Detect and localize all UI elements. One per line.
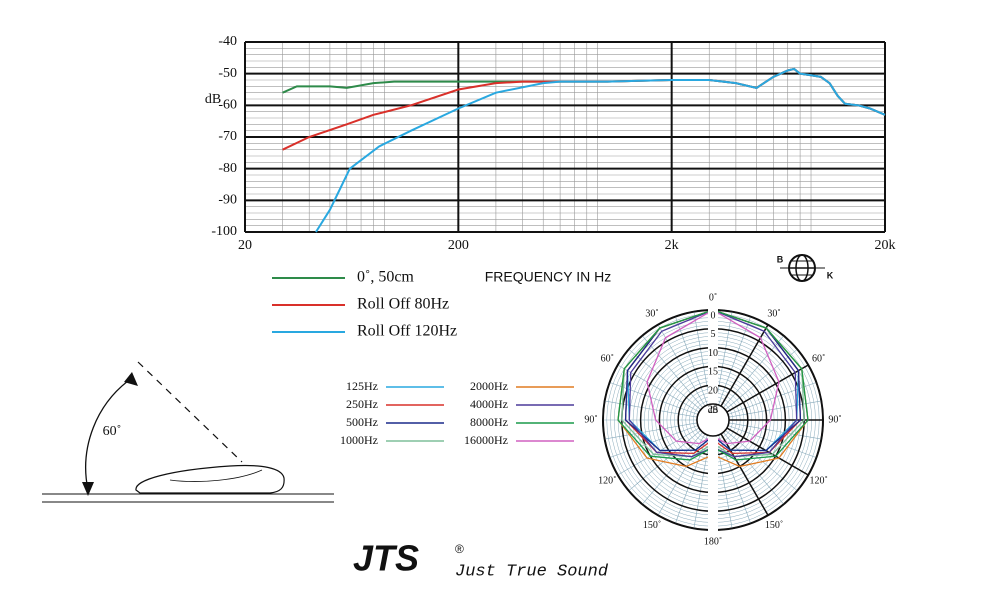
y-tick-label: -60 xyxy=(218,98,237,113)
r-tick-label: 10 xyxy=(708,348,718,359)
radial-line xyxy=(642,432,703,505)
r-tick-label: 25 xyxy=(708,404,718,415)
slogan: Just True Sound xyxy=(455,562,609,581)
radial-line xyxy=(604,422,698,440)
angle-tick-label: 60˚ xyxy=(812,353,825,364)
r-tick-label: 20 xyxy=(708,385,718,396)
x-tick-label: 20 xyxy=(238,238,252,253)
legend-label: 16000Hz xyxy=(464,433,508,447)
radial-line xyxy=(642,335,703,408)
r-tick-label: 0 xyxy=(711,310,716,321)
angle-tick-label: 180˚ xyxy=(704,536,722,547)
x-axis-label: FREQUENCY IN Hz xyxy=(485,269,612,285)
bk-letter: B xyxy=(777,254,784,264)
radial-line xyxy=(725,430,798,491)
x-tick-label: 20k xyxy=(875,238,896,253)
angle-tick-label: 120˚ xyxy=(598,475,616,486)
radial-line xyxy=(675,316,708,406)
radial-line xyxy=(718,316,751,406)
radial-line xyxy=(728,422,822,440)
legend-label: 4000Hz xyxy=(470,397,508,411)
mount-diagram xyxy=(42,361,334,503)
angle-tick-label: 120˚ xyxy=(809,475,827,486)
y-tick-label: -90 xyxy=(218,193,237,208)
bk-letter: K xyxy=(827,270,834,280)
bk-logo: B K xyxy=(777,254,834,282)
legend-label: 125Hz xyxy=(346,379,378,393)
registered-mark: ® xyxy=(455,542,464,556)
angle-tick-label: 150˚ xyxy=(643,520,661,531)
logo: JTS xyxy=(353,538,419,579)
radial-line xyxy=(609,382,699,415)
r-tick-label: 5 xyxy=(711,329,716,340)
angle-tick-label: 90˚ xyxy=(584,414,597,425)
y-axis-label: dB xyxy=(205,92,221,107)
legend-label: Roll Off 80Hz xyxy=(357,296,449,313)
radial-line xyxy=(657,433,706,516)
angle-tick-label: 90˚ xyxy=(828,414,841,425)
y-tick-label: -100 xyxy=(211,224,237,239)
radial-line xyxy=(727,382,817,415)
radial-line xyxy=(628,430,701,491)
polar-plot: 125Hz 250Hz 500Hz 1000Hz 2000Hz 4000Hz 8000Hz 1… xyxy=(340,292,842,547)
angle-grid-line xyxy=(726,427,809,476)
axis-strip xyxy=(708,436,718,532)
center-hole xyxy=(696,403,730,437)
r-tick-label: 15 xyxy=(708,367,718,378)
legend-label: 2000Hz xyxy=(470,379,508,393)
y-tick-label: -40 xyxy=(218,34,237,49)
x-tick-label: 2k xyxy=(665,238,679,253)
radial-line xyxy=(617,427,700,476)
r-axis-label: dB xyxy=(708,405,719,415)
legend-label: Roll Off 120Hz xyxy=(357,323,457,340)
radial-line xyxy=(693,435,711,529)
angle-tick-label: 30˚ xyxy=(645,309,658,320)
angle-tick-label: 30˚ xyxy=(767,309,780,320)
angle-tick-label: 0˚ xyxy=(709,292,717,303)
legend-label: 500Hz xyxy=(346,415,378,429)
series-line xyxy=(315,67,886,233)
y-tick-label: -80 xyxy=(218,161,237,176)
x-tick-label: 200 xyxy=(448,238,469,253)
axis-strip xyxy=(708,308,718,404)
series-line xyxy=(282,67,886,116)
angle-tick-label: 60˚ xyxy=(601,353,614,364)
radial-line xyxy=(723,432,784,505)
radial-line xyxy=(715,311,733,405)
y-tick-label: -50 xyxy=(218,66,237,81)
radial-line xyxy=(693,311,711,405)
legend-label: 8000Hz xyxy=(470,415,508,429)
radial-line xyxy=(715,435,733,529)
angle-tick-label: 150˚ xyxy=(765,520,783,531)
frequency-plot: -100 -90 -80 -70 -60 -50 -40 20 200 2k 20k 0˚, 50cm… xyxy=(211,34,895,339)
radial-line xyxy=(723,335,784,408)
legend-label: 0˚, 50cm xyxy=(357,269,414,286)
radial-line xyxy=(727,425,817,458)
y-tick-label: -70 xyxy=(218,129,237,144)
legend-label: 1000Hz xyxy=(340,433,378,447)
legend-label: 250Hz xyxy=(346,397,378,411)
radial-line xyxy=(609,425,699,458)
angle-label: 60˚ xyxy=(103,424,122,439)
angle-grid-line xyxy=(720,433,769,516)
